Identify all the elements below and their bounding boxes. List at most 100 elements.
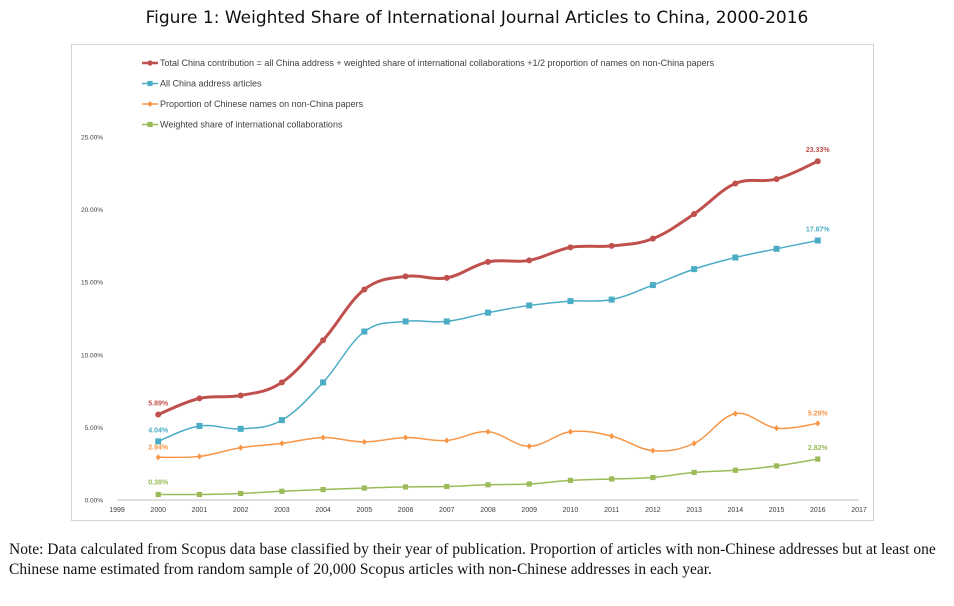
legend-marker <box>147 121 153 128</box>
data-point <box>237 425 244 432</box>
figure-title: Figure 1: Weighted Share of Internationa… <box>145 8 809 28</box>
data-point <box>443 318 450 325</box>
legend-label: Proportion of Chinese names on non-China… <box>160 99 364 109</box>
x-tick-label: 2003 <box>274 507 290 514</box>
y-tick-label: 25.00% <box>81 135 103 142</box>
data-point <box>155 411 162 418</box>
data-point <box>608 242 615 249</box>
data-point <box>649 235 656 242</box>
series-line <box>157 159 819 416</box>
data-point <box>361 485 367 491</box>
data-point <box>609 433 615 440</box>
y-tick-label: 15.00% <box>81 280 103 287</box>
y-tick-label: 5.00% <box>85 425 104 432</box>
data-point <box>196 422 203 429</box>
data-point <box>361 328 368 335</box>
data-point <box>444 483 450 490</box>
data-point <box>732 467 738 473</box>
x-tick-label: 2006 <box>398 507 414 514</box>
data-point <box>649 282 656 289</box>
data-point <box>526 257 533 264</box>
line-chart: 1999 2000 2001 2002 2003 2004 2005 2006 2007 2008… <box>81 58 867 514</box>
data-point <box>361 286 368 293</box>
data-point <box>278 417 285 424</box>
x-tick-label: 2013 <box>686 507 702 514</box>
x-tick-label: 2000 <box>150 507 166 514</box>
series-line <box>158 458 818 496</box>
data-point <box>815 456 821 462</box>
data-point <box>196 395 203 402</box>
data-point <box>567 428 574 435</box>
x-tick-label: 1999 <box>109 507 125 514</box>
legend-marker <box>147 100 153 108</box>
data-point <box>691 469 697 476</box>
legend-label: Total China contribution = all China add… <box>160 58 715 68</box>
data-point <box>691 210 698 217</box>
data-point <box>732 180 739 187</box>
data-point <box>773 425 780 432</box>
data-point <box>320 486 326 493</box>
data-label: 23.33% <box>806 147 831 154</box>
y-tick-label: 0.00% <box>85 498 104 505</box>
data-point <box>609 476 615 482</box>
data-point <box>238 490 244 497</box>
x-tick-label: 2010 <box>563 507 579 514</box>
data-point <box>485 309 491 316</box>
data-point <box>402 434 409 441</box>
x-tick-label: 2011 <box>604 507 619 514</box>
data-point <box>361 438 367 446</box>
y-tick-label: 20.00% <box>81 207 103 214</box>
data-point <box>279 440 285 447</box>
data-label: 2.82% <box>808 445 829 452</box>
x-tick-label: 2001 <box>192 507 208 514</box>
data-point <box>526 302 533 309</box>
data-point <box>691 266 698 273</box>
data-point <box>155 491 161 498</box>
data-point <box>732 410 738 417</box>
data-label: 0.38% <box>148 479 169 486</box>
legend-marker <box>147 80 153 87</box>
series-line <box>157 239 818 443</box>
data-point <box>196 453 203 460</box>
data-point <box>526 481 532 487</box>
data-point <box>320 379 327 386</box>
data-point <box>691 440 697 447</box>
legend-label: All China address articles <box>160 79 262 89</box>
x-tick-label: 2002 <box>233 507 249 514</box>
data-point <box>526 443 532 450</box>
data-point <box>155 438 162 445</box>
data-point <box>278 379 285 386</box>
legend-marker <box>147 60 153 66</box>
data-point <box>650 447 656 454</box>
data-point <box>815 420 821 427</box>
data-point <box>485 258 491 265</box>
x-tick-label: 2009 <box>521 507 537 514</box>
data-point <box>320 337 327 344</box>
chart-area: 1999 2000 2001 2002 2003 2004 2005 2006 2007 2008… <box>71 44 874 521</box>
x-tick-label: 2015 <box>769 507 785 514</box>
data-point <box>402 318 409 325</box>
data-label: 5.89% <box>148 400 169 407</box>
data-label: 4.04% <box>148 427 169 434</box>
data-point <box>237 392 244 399</box>
data-point <box>567 477 574 483</box>
figure-note: Note: Data calculated from Scopus data b… <box>9 541 936 578</box>
data-label: 5.28% <box>808 410 829 417</box>
data-point <box>485 482 491 488</box>
data-point <box>443 274 450 281</box>
data-point <box>238 444 244 451</box>
data-label: 17.87% <box>806 227 831 234</box>
x-tick-label: 2014 <box>728 507 744 514</box>
data-point <box>444 437 450 444</box>
data-point <box>773 176 780 183</box>
x-tick-label: 2005 <box>357 507 373 514</box>
data-label: 2.94% <box>148 444 169 451</box>
series-line <box>158 412 818 459</box>
data-point <box>567 298 574 305</box>
data-point <box>773 463 780 469</box>
data-point <box>814 237 821 244</box>
x-tick-label: 2012 <box>645 507 661 514</box>
data-point <box>279 488 285 494</box>
x-tick-label: 2008 <box>480 507 496 514</box>
data-point <box>402 484 409 490</box>
